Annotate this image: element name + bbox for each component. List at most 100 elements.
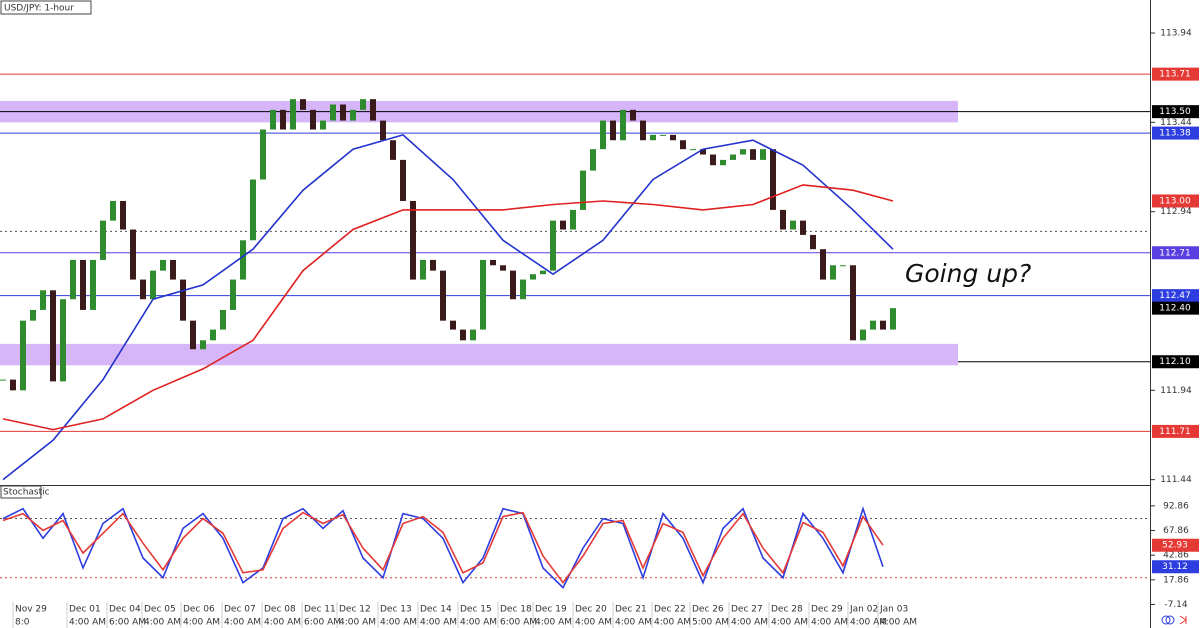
candle [640,120,646,141]
candle [50,290,56,382]
x-time-label: 4:00 AM [69,618,106,628]
candle [190,320,196,350]
candle [230,279,236,310]
candle [340,104,346,121]
candle [90,259,96,310]
x-time-label: 6:00 AM [109,618,146,628]
x-time-label: 4:00 AM [380,618,417,628]
candle [820,249,826,280]
stochastic-line [2,506,884,589]
indicator-title: Stochastic [3,488,50,498]
x-date-label: Dec 13 [380,605,412,615]
candle [40,290,46,310]
price-badge [1152,194,1199,208]
icon[interactable] [1165,615,1175,625]
x-time-label: 4:00 AM [535,618,572,628]
candle [610,120,616,141]
y-tick-label: 111.44 [1160,475,1192,485]
candle [260,129,266,180]
indicator-badge-label: 52.93 [1162,541,1188,551]
candle [160,259,166,271]
candle [790,220,796,230]
x-time-label: 4:00 AM [850,618,887,628]
x-time-label: 4:00 AM [183,618,220,628]
candle [520,279,526,300]
x-date-label: Dec 05 [144,605,176,615]
candle [30,309,36,321]
candle [620,109,626,141]
candle [390,140,396,160]
x-time-label: 4:00 AM [880,618,917,628]
y-tick-label: 42.86 [1163,551,1189,561]
x-date-label: Nov 29 [15,605,47,615]
candle [350,109,356,121]
candle [360,99,366,110]
candle [860,329,866,341]
candle [80,259,86,310]
indicator-badge [1152,560,1199,574]
candle [310,109,316,130]
candle [750,149,756,160]
price-badge-label: 113.50 [1159,107,1191,117]
x-date-label: Dec 26 [692,605,724,615]
x-time-label: 4:00 AM [811,618,848,628]
price-badge-label: 112.40 [1159,304,1191,314]
x-date-label: Dec 19 [535,605,567,615]
candle [570,209,576,230]
price-badge [1152,67,1199,81]
candle [60,299,66,382]
candle [10,379,16,391]
x-date-label: Dec 12 [339,605,371,615]
candle [150,270,156,300]
price-badge-label: 111.71 [1159,427,1191,437]
x-time-label: 6:00 AM [304,618,341,628]
x-time-label: 4:00 AM [144,618,181,628]
x-time-label: 4:00 AM [224,618,261,628]
candle [510,270,516,300]
candle [410,200,416,280]
price-badge-label: 112.10 [1159,357,1191,367]
x-date-label: Dec 06 [183,605,215,615]
moving-average [2,134,894,481]
price-badge [1152,105,1199,119]
y-tick-label: -7.14 [1164,600,1188,610]
y-tick-label: 113.44 [1160,118,1192,128]
plot [0,32,1155,628]
price-badge [1152,289,1199,303]
toolbar-icons[interactable] [1161,615,1187,625]
candle [300,99,306,110]
icon[interactable] [1161,615,1171,625]
y-tick-label: 92.86 [1163,501,1189,511]
candle [130,229,136,280]
candle [720,159,726,166]
moving-average [2,184,894,431]
candle [460,329,466,341]
candle [180,279,186,321]
title-box [0,0,92,15]
candle [240,240,246,280]
x-time-label: 4:00 AM [615,618,652,628]
y-tick-label: 17.86 [1163,575,1189,585]
x-time-label: 4:00 AM [575,618,612,628]
candle [320,120,326,130]
candle [20,320,26,391]
candle [490,259,496,266]
candle [530,274,536,280]
x-time-label: 6:00 AM [500,618,537,628]
candle [680,140,686,150]
x-date-label: Dec 20 [575,605,607,615]
candle [800,220,806,235]
icon[interactable] [1179,615,1187,625]
candle [880,320,886,330]
candle [730,154,736,160]
candle [870,320,876,330]
x-time-label: 4:00 AM [771,618,808,628]
price-badge-label: 112.71 [1159,248,1191,258]
candle [780,209,786,230]
x-date-label: Dec 07 [224,605,256,615]
x-time-label: 8:0 [15,618,30,628]
candle [560,220,566,230]
candle [270,109,276,130]
candle [670,134,676,141]
